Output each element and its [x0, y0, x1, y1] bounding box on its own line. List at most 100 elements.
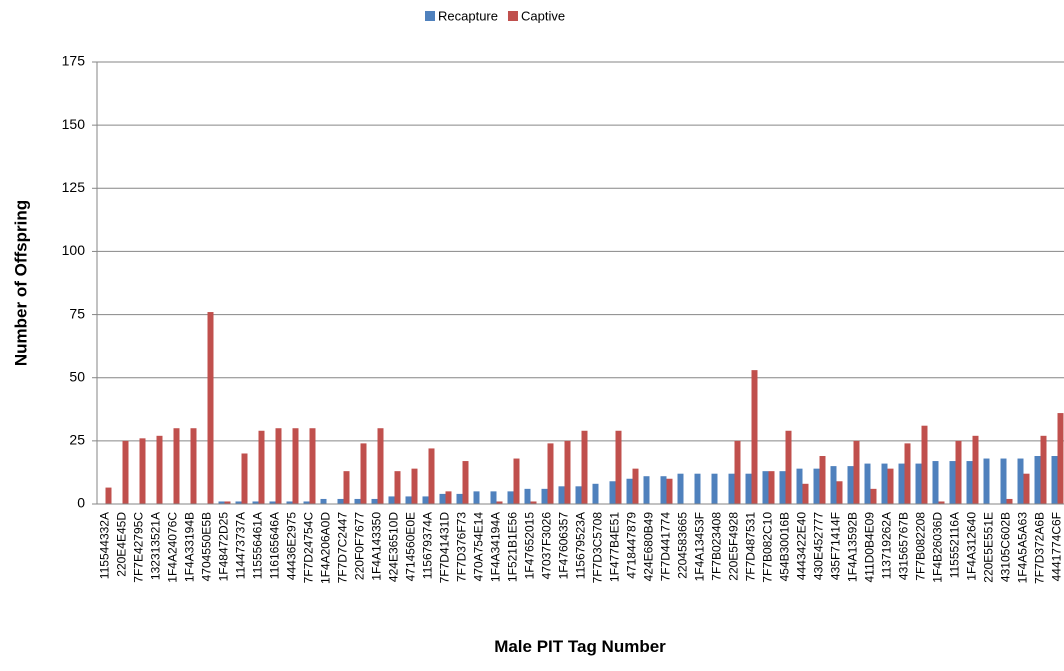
- bar: [575, 486, 582, 504]
- bar: [439, 493, 446, 504]
- bar: [796, 468, 803, 504]
- x-tick-label: 4441774C6F: [1050, 512, 1064, 581]
- x-tick-label: 1F4A206A0D: [319, 512, 333, 584]
- y-tick-label: 175: [62, 53, 86, 69]
- bar: [269, 501, 276, 504]
- y-tick-label: 150: [62, 116, 86, 132]
- x-tick-label: 424E36510D: [387, 512, 401, 582]
- x-tick-label: 114473737A: [234, 512, 248, 579]
- bar: [819, 456, 826, 504]
- bar: [904, 443, 911, 504]
- bar: [207, 312, 214, 504]
- bar: [881, 463, 888, 504]
- x-tick-label: 7F7D441774: [659, 512, 673, 582]
- x-tick-label: 1F4A13453F: [693, 512, 707, 581]
- x-tick-label: 7F7D487531: [744, 512, 758, 582]
- x-tick-label: 1F48472D25: [217, 512, 231, 582]
- bar: [768, 471, 775, 504]
- bar: [456, 493, 463, 504]
- bar: [660, 476, 667, 504]
- x-tick-label: 411D0B4E09: [863, 512, 877, 583]
- bar: [830, 466, 837, 504]
- y-tick-label: 125: [62, 179, 86, 195]
- bar: [343, 471, 350, 504]
- legend-swatch: [507, 11, 518, 21]
- bar: [462, 461, 469, 504]
- bar: [235, 501, 242, 504]
- x-tick-label: 115679374A: [421, 512, 435, 579]
- x-tick-label: 2204583665: [676, 512, 690, 579]
- bar: [122, 440, 129, 504]
- x-tick-label: 7F7D3C5708: [591, 512, 605, 584]
- x-tick-label: 47037F3026: [540, 512, 554, 580]
- bar: [337, 498, 344, 504]
- bar: [1040, 435, 1047, 504]
- x-tick-label: 113719262A: [880, 512, 894, 579]
- bar: [303, 501, 310, 504]
- bar: [853, 440, 860, 504]
- bar: [1000, 458, 1007, 504]
- bar: [428, 448, 435, 504]
- bar: [252, 501, 259, 504]
- bar: [847, 466, 854, 504]
- bar: [496, 501, 503, 504]
- bar: [1034, 456, 1041, 504]
- x-tick-label: 4704550E5B: [200, 512, 214, 581]
- bar: [377, 428, 384, 504]
- bar: [836, 481, 843, 504]
- y-tick-label: 0: [77, 495, 85, 511]
- bar: [870, 488, 877, 504]
- bar: [966, 461, 973, 504]
- legend-label: Captive: [521, 8, 565, 23]
- y-axis-title: Number of Offspring: [11, 200, 30, 366]
- legend-label: Recapture: [438, 8, 498, 23]
- x-tick-label: 7F7E42795C: [132, 512, 146, 583]
- x-tick-label: 1F477B4E51: [608, 512, 622, 582]
- bar: [592, 483, 599, 504]
- bar: [360, 443, 367, 504]
- bar: [972, 435, 979, 504]
- bar: [1051, 456, 1058, 504]
- bar: [173, 428, 180, 504]
- x-tick-label: 4443422E40: [795, 512, 809, 580]
- x-tick-label: 431565767B: [897, 512, 911, 580]
- bar: [887, 468, 894, 504]
- x-tick-label: 7F7B023408: [710, 512, 724, 581]
- bar: [643, 476, 650, 504]
- bar: [932, 461, 939, 504]
- bar: [564, 440, 571, 504]
- x-tick-label: 4714560E0E: [404, 512, 418, 581]
- bar: [309, 428, 316, 504]
- x-tick-label: 115556461A: [251, 512, 265, 579]
- bar: [422, 496, 429, 504]
- bar: [626, 478, 633, 504]
- x-tick-label: 7F7B082208: [914, 512, 928, 581]
- bar: [751, 370, 758, 504]
- x-tick-label: 1F4A24076C: [166, 512, 180, 583]
- bar: [388, 496, 395, 504]
- x-tick-label: 7F7D7C2447: [336, 512, 350, 584]
- x-tick-label: 1F4A33194B: [183, 512, 197, 582]
- bar: [139, 438, 146, 504]
- x-tick-label: 1F4A5A5A63: [1016, 512, 1030, 584]
- bar: [292, 428, 299, 504]
- bar: [371, 498, 378, 504]
- bar: [711, 473, 718, 504]
- bar: [864, 463, 871, 504]
- x-tick-label: 7F7B082C10: [761, 512, 775, 583]
- bar: [666, 478, 673, 504]
- x-tick-label: 115679523A: [574, 512, 588, 579]
- bar: [779, 471, 786, 504]
- bar: [541, 488, 548, 504]
- x-tick-label: 7F7D24754C: [302, 512, 316, 584]
- bar: [320, 498, 327, 504]
- bar: [802, 483, 809, 504]
- bar: [581, 430, 588, 504]
- bar: [286, 501, 293, 504]
- y-tick-label: 100: [62, 242, 86, 258]
- y-tick-label: 50: [69, 368, 85, 384]
- x-tick-label: 1F4B26036D: [931, 512, 945, 583]
- x-tick-label: 7F7D372A6B: [1033, 512, 1047, 584]
- x-tick-label: 1F521B1E56: [506, 512, 520, 582]
